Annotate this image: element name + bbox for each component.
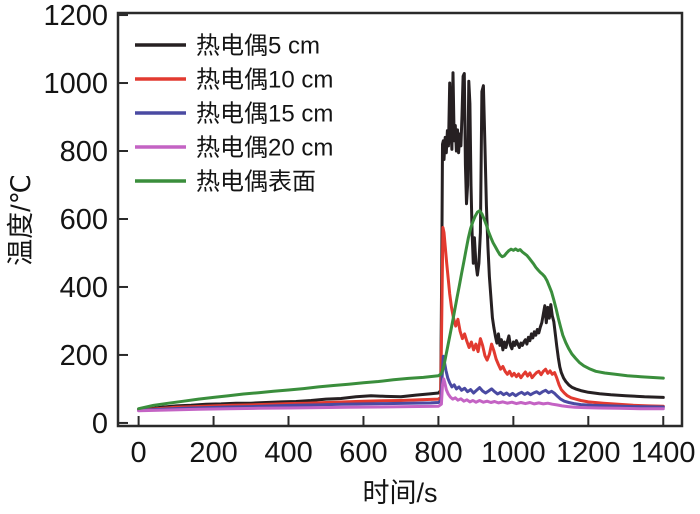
legend-label-4: 热电偶表面 xyxy=(196,169,316,196)
y-tick-label: 400 xyxy=(60,272,108,304)
series-line-1 xyxy=(137,226,665,412)
x-tick-label: 1200 xyxy=(556,437,621,469)
y-tick-label: 600 xyxy=(60,204,108,236)
y-axis-title: 温度/℃ xyxy=(6,174,36,266)
x-tick-label: 200 xyxy=(189,437,237,469)
legend-label-2: 热电偶15 cm xyxy=(196,101,333,128)
legend-label-1: 热电偶10 cm xyxy=(196,67,333,94)
series-layer xyxy=(137,71,665,413)
legend-label-3: 热电偶20 cm xyxy=(196,135,333,162)
y-tick-label: 1200 xyxy=(43,0,108,32)
x-tick-label: 400 xyxy=(264,437,312,469)
y-tick-label: 200 xyxy=(60,340,108,372)
x-tick-label: 0 xyxy=(131,437,147,469)
plot-border xyxy=(116,11,684,428)
series-line-2 xyxy=(137,354,665,412)
legend: 热电偶5 cm 热电偶10 cm 热电偶15 cm 热电偶20 cm 热电偶表面 xyxy=(135,33,333,196)
y-tick-label: 1000 xyxy=(43,68,108,100)
x-tick-label: 800 xyxy=(414,437,462,469)
x-axis-title: 时间/s xyxy=(362,478,437,508)
y-tick-label: 0 xyxy=(92,408,108,440)
series-line-4 xyxy=(137,209,665,411)
y-tick-label: 800 xyxy=(60,136,108,168)
x-tick-label: 600 xyxy=(339,437,387,469)
legend-label-0: 热电偶5 cm xyxy=(196,33,320,60)
series-line-3 xyxy=(137,377,665,413)
plot-layer: 0 200 400 600 800 1000 1200 1400 0 200 400 600 800 10… xyxy=(43,0,695,469)
x-tick-label: 1000 xyxy=(481,437,546,469)
x-tick-label: 1400 xyxy=(631,437,696,469)
